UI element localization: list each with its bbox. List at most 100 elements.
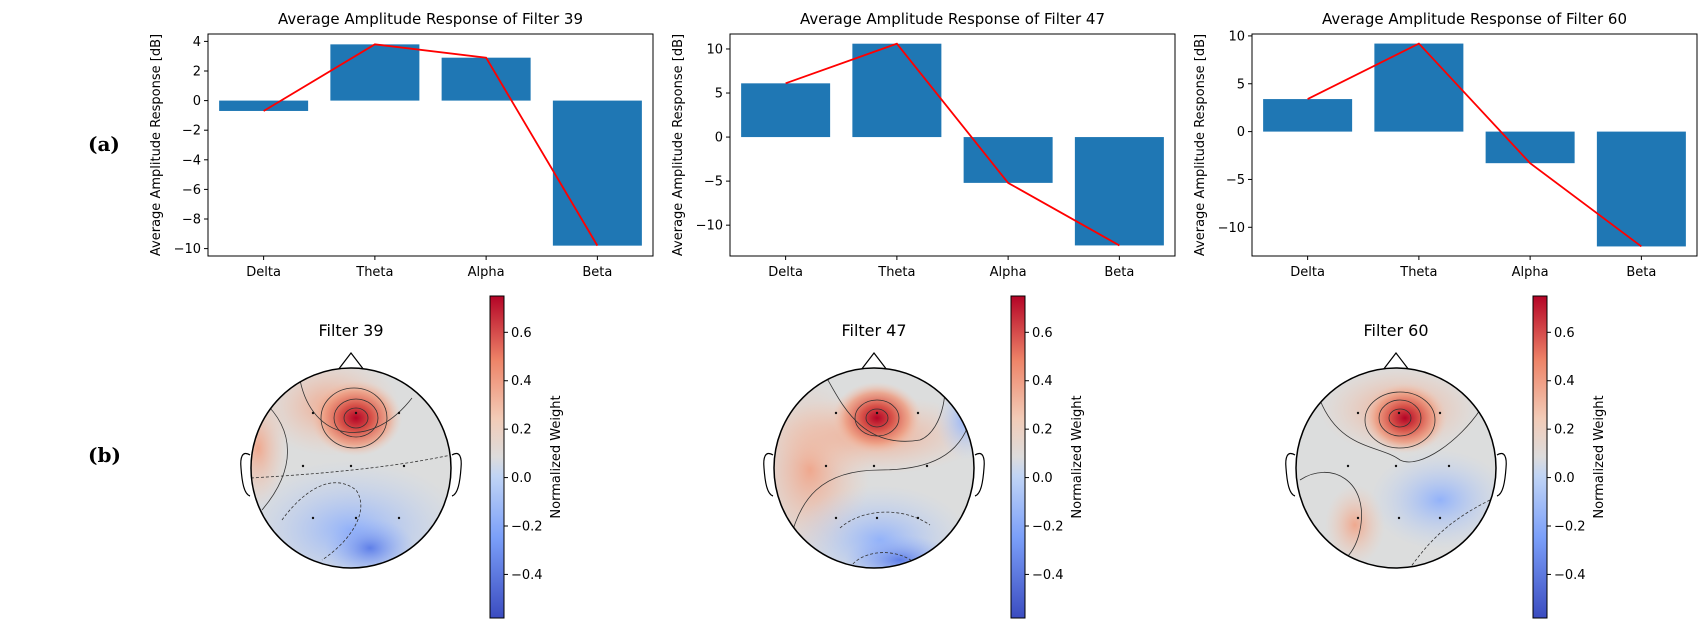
- colorbar-tick-label: 0.4: [1032, 374, 1053, 389]
- trend-line: [1307, 42, 1642, 248]
- topomap-filter-47: Filter 47: [763, 321, 985, 569]
- panel-label-b: (b): [88, 443, 121, 467]
- y-tick-label: −5: [1226, 173, 1245, 188]
- x-tick-label: Alpha: [1512, 265, 1549, 280]
- topomap-filter-60: Filter 60: [1285, 321, 1507, 569]
- y-tick-label: 5: [715, 87, 723, 102]
- colorbar-tick-label: 0.6: [1032, 326, 1053, 341]
- y-tick-label: −5: [704, 175, 723, 190]
- y-tick-label: 10: [1228, 29, 1245, 44]
- colorbar-tick-label: 0.4: [511, 374, 532, 389]
- y-tick-label: 0: [715, 131, 723, 146]
- topomap-filter-39: Filter 39: [240, 321, 462, 569]
- axes-frame: [729, 33, 1176, 257]
- head-outline: [1295, 367, 1497, 569]
- colorbar-gradient: [489, 295, 505, 619]
- y-tick-label: −10: [1218, 221, 1245, 236]
- x-tick-label: Delta: [1290, 265, 1325, 280]
- ear-left: [1285, 452, 1296, 497]
- axes-frame: [207, 33, 654, 257]
- y-tick-label: −6: [182, 183, 201, 198]
- ear-right: [974, 452, 985, 497]
- colorbar-label: Normalized Weight: [1070, 395, 1085, 518]
- axes-frame: [1251, 33, 1698, 257]
- bar-chart-0: Average Amplitude Response of Filter 39 A…: [149, 10, 654, 280]
- colorbar-filter-60: −0.4 −0.2 0.0 0.2 0.4 0.6 Normalized Weight: [1532, 295, 1607, 619]
- colorbar-gradient: [1010, 295, 1026, 619]
- y-tick-label: 2: [193, 65, 201, 80]
- colorbar-tick-label: 0.2: [511, 423, 532, 438]
- x-tick-label: Beta: [582, 265, 612, 280]
- bar-alpha: [441, 57, 531, 101]
- electrodes: [301, 411, 406, 520]
- chart-title: Average Amplitude Response of Filter 47: [800, 10, 1105, 28]
- topomap-title: Filter 39: [318, 321, 383, 340]
- ear-left: [763, 452, 774, 497]
- bar-alpha: [1485, 131, 1575, 164]
- colorbar-tick-label: 0.0: [511, 471, 532, 486]
- x-tick-label: Theta: [1399, 265, 1437, 280]
- bar-delta: [1263, 99, 1353, 132]
- colorbar-tick-label: −0.4: [1032, 568, 1064, 583]
- colorbar-label: Normalized Weight: [1592, 395, 1607, 518]
- y-tick-label: 10: [706, 42, 723, 57]
- ear-left: [240, 452, 251, 497]
- ear-right: [1496, 452, 1507, 497]
- topomap-title: Filter 60: [1363, 321, 1428, 340]
- x-tick-label: Delta: [246, 265, 281, 280]
- colorbar-tick-label: 0.2: [1554, 423, 1575, 438]
- head-outline: [773, 367, 975, 569]
- y-axis-label: Average Amplitude Response [dB]: [149, 34, 164, 256]
- x-tick-label: Delta: [768, 265, 803, 280]
- nose: [337, 352, 365, 371]
- x-tick-label: Alpha: [468, 265, 505, 280]
- y-tick-label: 0: [193, 94, 201, 109]
- head-outline: [250, 367, 452, 569]
- colorbar-tick-label: −0.4: [511, 568, 543, 583]
- bar-theta: [330, 44, 420, 101]
- colorbar-tick-label: −0.2: [1554, 520, 1586, 535]
- colorbar-filter-39: −0.4 −0.2 0.0 0.2 0.4 0.6 Normalized Weight: [489, 295, 564, 619]
- bar-theta: [852, 43, 942, 138]
- colorbar-tick-label: 0.6: [1554, 326, 1575, 341]
- y-tick-label: −4: [182, 153, 201, 168]
- colorbar-tick-label: 0.0: [1032, 471, 1053, 486]
- nose: [860, 352, 888, 371]
- x-tick-label: Beta: [1626, 265, 1656, 280]
- x-tick-label: Beta: [1104, 265, 1134, 280]
- bar-charts: Average Amplitude Response of Filter 39 A…: [149, 10, 1698, 280]
- y-tick-label: −2: [182, 124, 201, 139]
- y-tick-label: −10: [696, 219, 723, 234]
- topomap-title: Filter 47: [841, 321, 906, 340]
- colorbar-tick-label: −0.2: [1032, 520, 1064, 535]
- chart-title: Average Amplitude Response of Filter 39: [278, 10, 583, 28]
- y-tick-label: 4: [193, 35, 201, 50]
- colorbar-tick-label: 0.6: [511, 326, 532, 341]
- colorbar-filter-47: −0.4 −0.2 0.0 0.2 0.4 0.6 Normalized Weight: [1010, 295, 1085, 619]
- electrodes: [824, 411, 929, 520]
- trend-line: [785, 42, 1120, 247]
- colorbar-tick-label: 0.4: [1554, 374, 1575, 389]
- y-tick-label: −10: [174, 242, 201, 257]
- bar-chart-1: Average Amplitude Response of Filter 47 A…: [671, 10, 1176, 280]
- colorbar-tick-label: 0.2: [1032, 423, 1053, 438]
- x-tick-label: Theta: [355, 265, 393, 280]
- colorbar-gradient: [1532, 295, 1548, 619]
- colorbar-tick-label: −0.2: [511, 520, 543, 535]
- bar-beta: [1596, 131, 1686, 247]
- y-tick-label: −8: [182, 213, 201, 228]
- ear-right: [451, 452, 462, 497]
- bar-delta: [219, 100, 309, 111]
- y-tick-label: 5: [1237, 77, 1245, 92]
- trend-line: [263, 43, 599, 247]
- bar-delta: [741, 83, 831, 138]
- colorbar-tick-label: 0.0: [1554, 471, 1575, 486]
- y-axis-label: Average Amplitude Response [dB]: [1193, 34, 1208, 256]
- bar-beta: [1074, 137, 1164, 246]
- panel-label-a: (a): [88, 132, 120, 156]
- bar-beta: [552, 100, 642, 246]
- colorbar-tick-label: −0.4: [1554, 568, 1586, 583]
- colorbar-label: Normalized Weight: [549, 395, 564, 518]
- bar-theta: [1374, 43, 1464, 132]
